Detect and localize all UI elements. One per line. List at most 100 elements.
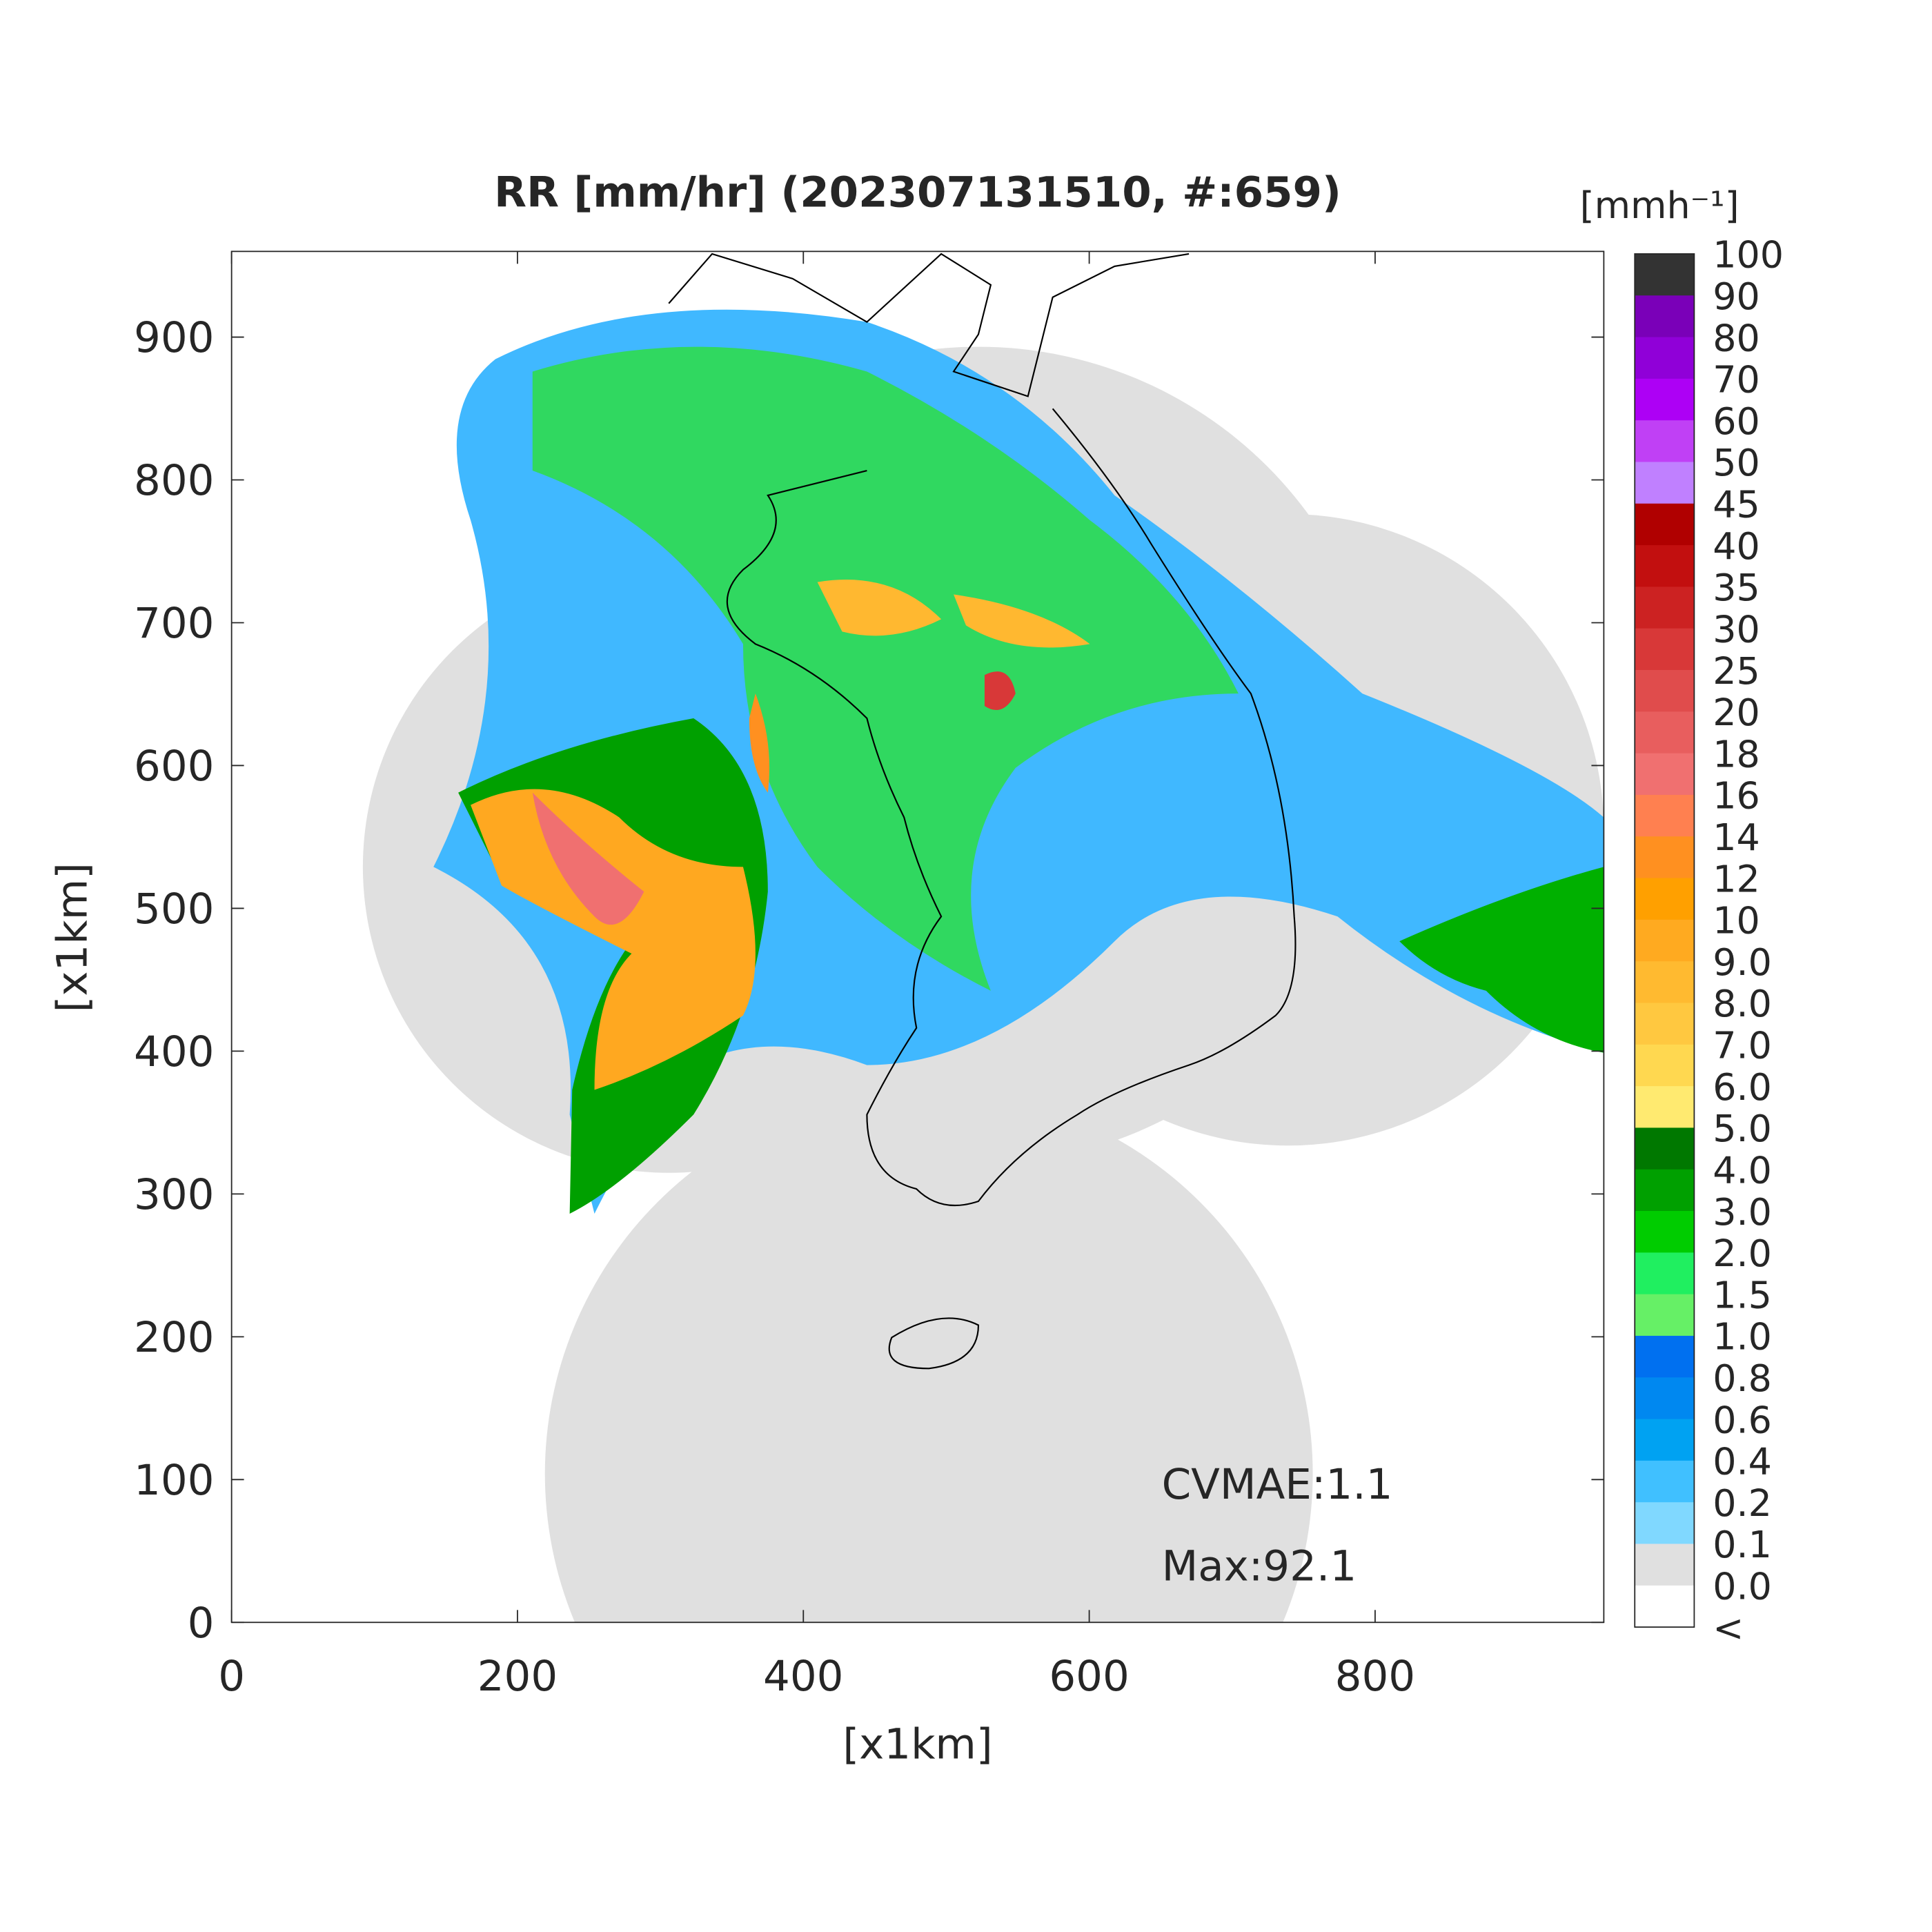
- colorbar-segment: [1635, 253, 1695, 297]
- colorbar-segment: [1635, 295, 1695, 338]
- colorbar-segment: [1635, 1044, 1695, 1087]
- colorbar-label: 9.0: [1713, 940, 1772, 984]
- y-tick-label: 300: [134, 1170, 214, 1219]
- y-tick-label: 500: [134, 885, 214, 934]
- colorbar-label: 4.0: [1713, 1148, 1772, 1192]
- x-tick-label: 0: [218, 1652, 245, 1701]
- colorbar-label: 6.0: [1713, 1065, 1772, 1109]
- x-tick-label: 600: [1049, 1652, 1129, 1701]
- colorbar-label: 2.0: [1713, 1232, 1772, 1275]
- colorbar-segment: [1635, 878, 1695, 920]
- colorbar-segment: [1635, 961, 1695, 1004]
- colorbar-segment: [1635, 1294, 1695, 1337]
- coastline: [668, 253, 1297, 1370]
- colorbar-label: 12: [1713, 857, 1760, 900]
- radar-coverage: [544, 1090, 1313, 1623]
- colorbar-segment: [1635, 794, 1695, 838]
- colorbar-segment: [1635, 628, 1695, 671]
- radar-field: [362, 309, 1604, 1623]
- colorbar-label: 18: [1713, 732, 1760, 776]
- colorbar-label: 16: [1713, 774, 1760, 818]
- colorbar-label: 35: [1713, 566, 1760, 609]
- colorbar-label: 50: [1713, 441, 1760, 484]
- colorbar-label: 70: [1713, 358, 1760, 402]
- colorbar-label: 0.4: [1713, 1440, 1772, 1483]
- colorbar-label: 1.5: [1713, 1273, 1772, 1317]
- colorbar-label: 0.0: [1713, 1565, 1772, 1608]
- colorbar-segment: [1635, 1502, 1695, 1545]
- colorbar-segment: [1635, 670, 1695, 713]
- colorbar-segment: [1635, 836, 1695, 879]
- rain-area: [471, 789, 756, 1090]
- colorbar-segment: [1635, 586, 1695, 629]
- colorbar-label: 25: [1713, 649, 1760, 693]
- rain-area: [532, 346, 1239, 991]
- colorbar-segment: [1635, 1252, 1695, 1295]
- annotation: CVMAE:1.1: [1162, 1460, 1393, 1509]
- colorbar-segment: [1635, 462, 1695, 504]
- colorbar-segment: [1635, 420, 1695, 463]
- colorbar-segment: [1635, 1460, 1695, 1504]
- colorbar-label: 40: [1713, 524, 1760, 568]
- colorbar-segment: [1635, 1544, 1695, 1586]
- y-tick-label: 100: [134, 1456, 214, 1505]
- y-tick-label: 900: [134, 313, 214, 362]
- colorbar-segment: [1635, 753, 1695, 796]
- colorbar-label: 20: [1713, 691, 1760, 734]
- rain-area: [532, 792, 644, 925]
- colorbar-segment: [1635, 337, 1695, 379]
- rain-area: [1399, 867, 1604, 1053]
- rain-area: [984, 671, 1016, 711]
- colorbar-segment: [1635, 1377, 1695, 1420]
- rain-area: [749, 693, 770, 793]
- colorbar-segment: [1635, 711, 1695, 754]
- y-tick-label: 700: [134, 599, 214, 648]
- colorbar-segment: [1635, 1211, 1695, 1254]
- colorbar-label: 45: [1713, 483, 1760, 526]
- colorbar-segment: [1635, 1169, 1695, 1212]
- colorbar-label: 0.2: [1713, 1481, 1772, 1525]
- y-axis-label: [x1km]: [48, 862, 97, 1012]
- plot-frame: [230, 250, 1605, 1624]
- colorbar-label: <: [1713, 1606, 1744, 1650]
- colorbar-segment: [1635, 1127, 1695, 1170]
- colorbar-label: 0.8: [1713, 1357, 1772, 1400]
- colorbar-label: 3.0: [1713, 1190, 1772, 1234]
- colorbar-unit: [mmh⁻¹]: [1580, 184, 1739, 227]
- colorbar-segment: [1635, 1003, 1695, 1045]
- colorbar-segment: [1635, 545, 1695, 588]
- x-tick-label: 400: [763, 1652, 843, 1701]
- rain-area: [817, 580, 1090, 648]
- colorbar-segment: [1635, 1335, 1695, 1379]
- x-axis-label: [x1km]: [842, 1720, 992, 1769]
- colorbar-segment: [1635, 1419, 1695, 1461]
- colorbar-label: 30: [1713, 607, 1760, 651]
- colorbar-label: 14: [1713, 816, 1760, 859]
- y-tick-label: 0: [188, 1599, 215, 1648]
- colorbar-label: 10: [1713, 899, 1760, 943]
- colorbar-label: 7.0: [1713, 1024, 1772, 1067]
- colorbar-label: 90: [1713, 275, 1760, 318]
- y-tick-label: 600: [134, 742, 214, 791]
- colorbar-segment: [1635, 503, 1695, 546]
- x-tick-label: 800: [1335, 1652, 1415, 1701]
- annotation: Max:92.1: [1162, 1541, 1357, 1590]
- colorbar-segment: [1635, 919, 1695, 963]
- colorbar-label: 8.0: [1713, 982, 1772, 1025]
- chart-title: RR [mm/hr] (202307131510, #:659): [494, 168, 1341, 217]
- colorbar-label: 100: [1713, 233, 1784, 277]
- colorbar-label: 0.1: [1713, 1523, 1772, 1566]
- x-tick-label: 200: [477, 1652, 558, 1701]
- colorbar-label: 60: [1713, 400, 1760, 443]
- y-tick-label: 200: [134, 1313, 214, 1362]
- colorbar-segment: [1635, 1086, 1695, 1129]
- colorbar-segment: [1635, 378, 1695, 422]
- colorbar-frame: [1634, 253, 1695, 1628]
- colorbar-label: 0.6: [1713, 1398, 1772, 1441]
- y-tick-label: 800: [134, 456, 214, 505]
- colorbar-label: 5.0: [1713, 1107, 1772, 1150]
- colorbar-segment: [1635, 1585, 1695, 1628]
- y-tick-label: 400: [134, 1027, 214, 1076]
